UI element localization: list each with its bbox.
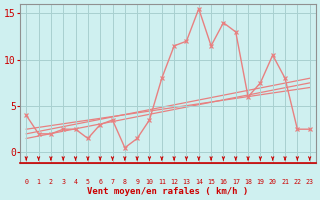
- X-axis label: Vent moyen/en rafales ( km/h ): Vent moyen/en rafales ( km/h ): [87, 187, 249, 196]
